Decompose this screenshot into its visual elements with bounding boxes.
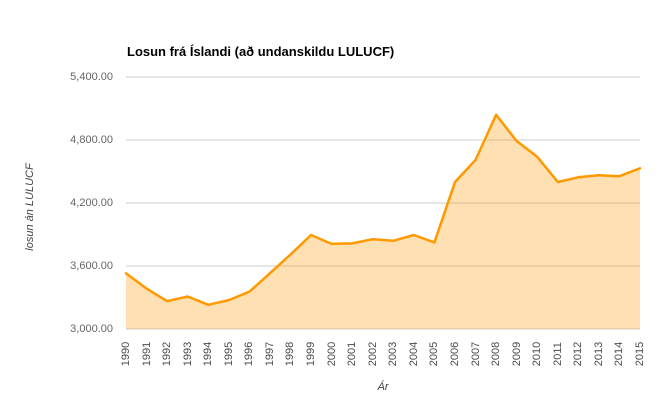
x-tick-label: 2010 xyxy=(531,341,544,367)
x-tick-label: 2008 xyxy=(490,341,503,367)
plot-area xyxy=(124,76,642,330)
y-tick-label: 4,800.00 xyxy=(70,134,113,146)
x-tick-label: 2014 xyxy=(613,341,626,367)
x-tick-label: 2006 xyxy=(448,341,461,367)
x-tick-label: 2003 xyxy=(387,341,400,367)
x-tick-label: 1995 xyxy=(222,341,235,367)
x-tick-label: 2013 xyxy=(592,341,605,367)
x-tick-label: 1999 xyxy=(305,341,318,367)
x-tick-label: 2002 xyxy=(366,341,379,367)
x-tick-label: 2001 xyxy=(346,341,359,367)
x-axis-title: Ár xyxy=(377,381,389,393)
x-tick-label: 2012 xyxy=(572,341,585,367)
x-tick-label: 2005 xyxy=(428,341,441,367)
x-tick-label: 2000 xyxy=(325,341,338,367)
x-tick-label: 1997 xyxy=(263,341,276,367)
series-line xyxy=(124,113,642,307)
x-tick-label: 1990 xyxy=(120,341,132,367)
y-tick-label: 3,000.00 xyxy=(70,323,113,335)
x-tick-label: 2004 xyxy=(407,341,420,367)
y-tick-label: 3,600.00 xyxy=(70,260,113,272)
x-tick-label: 2011 xyxy=(551,342,564,366)
chart-title: Losun frá Íslandi (að undanskildu LULUCF… xyxy=(127,44,395,59)
area-fill xyxy=(126,114,640,329)
x-tick-label: 2015 xyxy=(634,341,646,367)
x-tick-label: 1993 xyxy=(181,341,194,367)
x-tick-label: 2007 xyxy=(469,341,482,367)
y-tick-label: 5,400.00 xyxy=(70,71,113,83)
x-tick-label: 1998 xyxy=(284,341,297,367)
x-tick-label: 2009 xyxy=(510,341,523,367)
x-tick-label: 1996 xyxy=(243,341,256,367)
x-tick-label: 1992 xyxy=(161,341,174,367)
x-tick-label: 1994 xyxy=(202,341,215,367)
x-tick-label: 1991 xyxy=(140,341,153,367)
y-tick-label: 4,200.00 xyxy=(70,197,113,209)
